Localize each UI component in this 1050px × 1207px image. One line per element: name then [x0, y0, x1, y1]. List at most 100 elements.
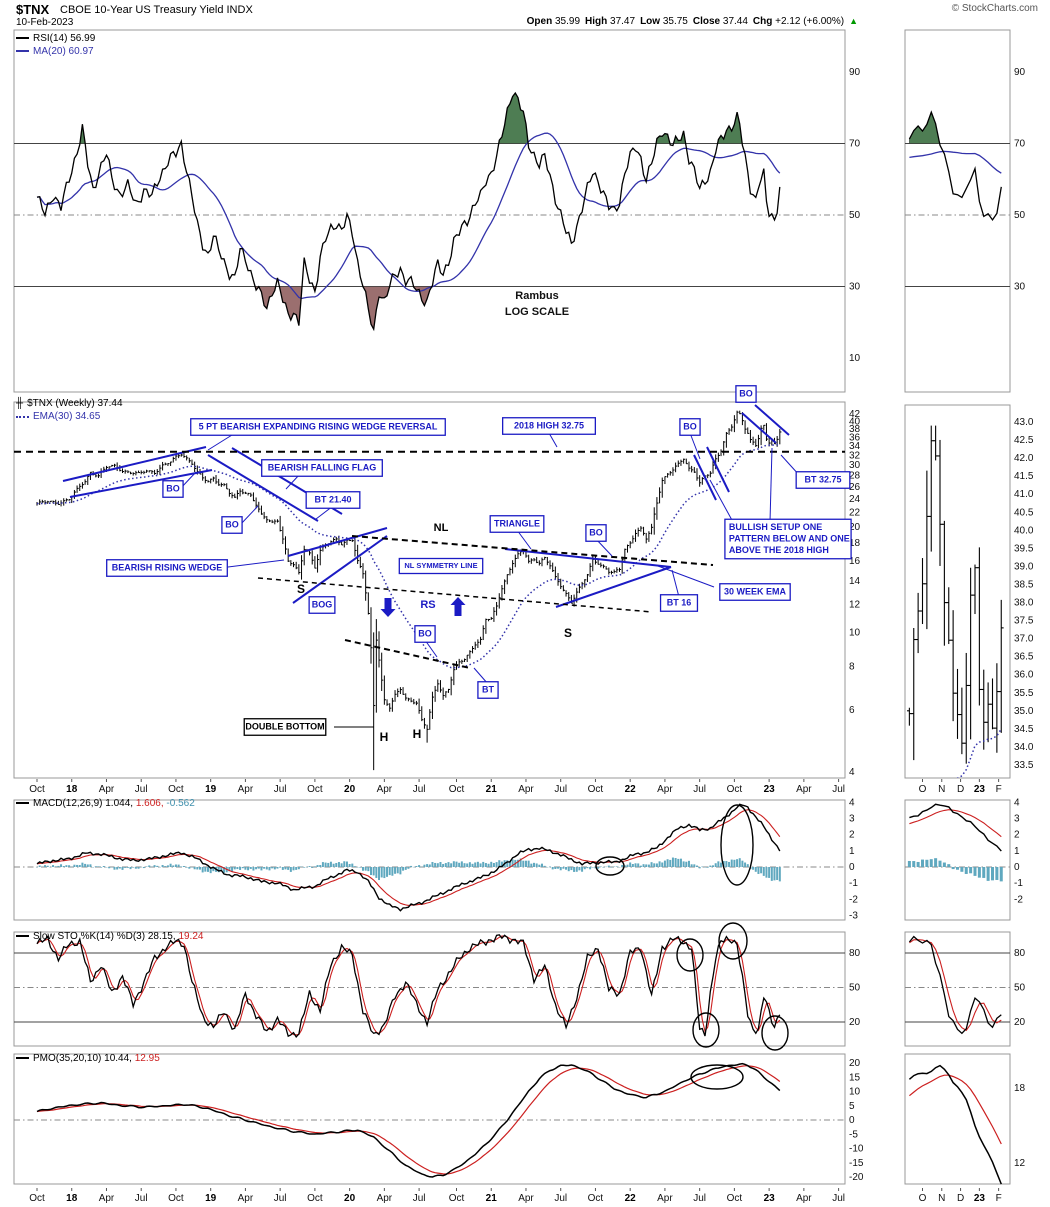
svg-text:BT: BT — [482, 684, 494, 694]
legend-text: 1.606, — [135, 798, 167, 809]
svg-text:0: 0 — [1014, 862, 1020, 873]
mini-pmo-panel — [908, 1064, 1002, 1185]
mini-rsi-panel — [908, 110, 1002, 222]
svg-text:Apr: Apr — [657, 1193, 673, 1204]
svg-text:Jul: Jul — [274, 1193, 287, 1204]
svg-text:20: 20 — [849, 1058, 861, 1069]
legend-text: 19.24 — [178, 931, 204, 942]
svg-text:37.5: 37.5 — [1014, 616, 1034, 627]
svg-text:38: 38 — [849, 424, 861, 435]
svg-text:0: 0 — [849, 862, 855, 873]
quote-label: Low — [640, 16, 663, 27]
svg-text:90: 90 — [849, 67, 861, 78]
svg-text:O: O — [919, 784, 927, 795]
svg-text:18: 18 — [849, 538, 861, 549]
svg-text:34.0: 34.0 — [1014, 742, 1034, 753]
svg-text:Apr: Apr — [377, 784, 393, 795]
svg-text:BO: BO — [225, 519, 239, 529]
line-icon — [16, 1057, 29, 1060]
svg-text:1: 1 — [1014, 846, 1020, 857]
svg-text:6: 6 — [849, 705, 855, 716]
svg-text:Jul: Jul — [832, 784, 845, 795]
copyright-text: © StockCharts.com — [951, 3, 1038, 14]
svg-text:41.0: 41.0 — [1014, 489, 1034, 500]
svg-text:50: 50 — [849, 983, 861, 994]
svg-text:Apr: Apr — [238, 784, 254, 795]
svg-text:Jul: Jul — [693, 784, 706, 795]
svg-text:38.0: 38.0 — [1014, 598, 1034, 609]
svg-text:-15: -15 — [849, 1158, 864, 1169]
svg-text:21: 21 — [486, 1193, 498, 1204]
svg-text:BO: BO — [739, 388, 753, 398]
svg-text:30 WEEK EMA: 30 WEEK EMA — [724, 586, 787, 596]
legend-text: MA(20) 60.97 — [33, 46, 94, 57]
svg-text:H: H — [380, 730, 389, 744]
legend-text: RSI(14) 56.99 — [33, 33, 96, 44]
svg-text:BEARISH RISING WEDGE: BEARISH RISING WEDGE — [112, 562, 223, 572]
svg-text:23: 23 — [974, 1193, 986, 1204]
svg-text:18: 18 — [1014, 1083, 1026, 1094]
svg-text:39.5: 39.5 — [1014, 543, 1034, 554]
rsi-panel: 90 70 50 30 10 90 70 50 30 Rambus LOG SCALE — [13, 29, 1026, 393]
svg-text:Oct: Oct — [168, 784, 184, 795]
dotted-line-icon — [16, 415, 29, 418]
svg-text:Apr: Apr — [518, 784, 534, 795]
svg-text:10: 10 — [849, 1087, 861, 1098]
svg-text:DOUBLE BOTTOM: DOUBLE BOTTOM — [245, 721, 324, 731]
svg-text:19: 19 — [205, 1193, 217, 1204]
svg-text:39.0: 39.0 — [1014, 561, 1034, 572]
svg-text:BT 32.75: BT 32.75 — [804, 474, 841, 484]
svg-text:80: 80 — [849, 948, 861, 959]
svg-text:Apr: Apr — [657, 784, 673, 795]
svg-text:38.5: 38.5 — [1014, 579, 1034, 590]
svg-text:BT 16: BT 16 — [667, 597, 692, 607]
svg-text:Jul: Jul — [832, 1193, 845, 1204]
svg-text:36.0: 36.0 — [1014, 670, 1034, 681]
svg-text:30: 30 — [849, 460, 861, 471]
svg-text:BEARISH FALLING FLAG: BEARISH FALLING FLAG — [268, 462, 377, 472]
svg-text:Oct: Oct — [29, 784, 45, 795]
svg-text:34: 34 — [849, 441, 861, 452]
svg-text:Oct: Oct — [588, 784, 604, 795]
svg-text:Apr: Apr — [377, 1193, 393, 1204]
svg-text:Oct: Oct — [307, 784, 323, 795]
svg-text:Rambus: Rambus — [515, 290, 558, 302]
mini-price-panel — [906, 425, 1004, 778]
svg-text:Oct: Oct — [168, 1193, 184, 1204]
svg-text:22: 22 — [625, 784, 637, 795]
quote-value: +2.12 (+6.00%) — [775, 16, 850, 27]
svg-text:26: 26 — [849, 482, 861, 493]
svg-text:H: H — [413, 727, 422, 741]
quote-label: Chg — [752, 16, 776, 27]
stochastic-panel: 80 50 20 80 50 20 — [13, 922, 1026, 1051]
svg-text:2018 HIGH 32.75: 2018 HIGH 32.75 — [514, 420, 584, 430]
ticker-symbol: $TNX — [16, 2, 50, 17]
svg-text:F: F — [996, 1193, 1002, 1204]
legend-text: -0.562 — [166, 798, 195, 809]
svg-text:20: 20 — [849, 522, 861, 533]
svg-text:Apr: Apr — [518, 1193, 534, 1204]
svg-text:23: 23 — [764, 784, 776, 795]
pmo-legend: PMO(35,20,10) 10.44, 12.95 — [16, 1052, 160, 1065]
legend-text: PMO(35,20,10) 10.44, — [33, 1053, 135, 1064]
legend-text: MACD(12,26,9) 1.044, — [33, 798, 136, 809]
svg-text:28: 28 — [849, 471, 861, 482]
line-icon — [16, 935, 29, 938]
legend-text: 12.95 — [134, 1053, 160, 1064]
svg-text:22: 22 — [625, 1193, 637, 1204]
svg-text:Apr: Apr — [796, 784, 812, 795]
svg-text:30: 30 — [849, 282, 861, 293]
page-title: CBOE 10-Year US Treasury Yield INDX — [60, 4, 253, 16]
svg-text:O: O — [919, 1193, 927, 1204]
legend-text: $TNX (Weekly) 37.44 — [27, 398, 123, 410]
svg-text:20: 20 — [344, 784, 356, 795]
svg-text:NL: NL — [434, 522, 449, 534]
svg-text:70: 70 — [1014, 139, 1026, 150]
svg-text:-5: -5 — [849, 1129, 858, 1140]
line-icon — [16, 802, 29, 805]
svg-text:41.5: 41.5 — [1014, 471, 1034, 482]
svg-text:BO: BO — [683, 421, 697, 431]
svg-text:D: D — [957, 784, 964, 795]
